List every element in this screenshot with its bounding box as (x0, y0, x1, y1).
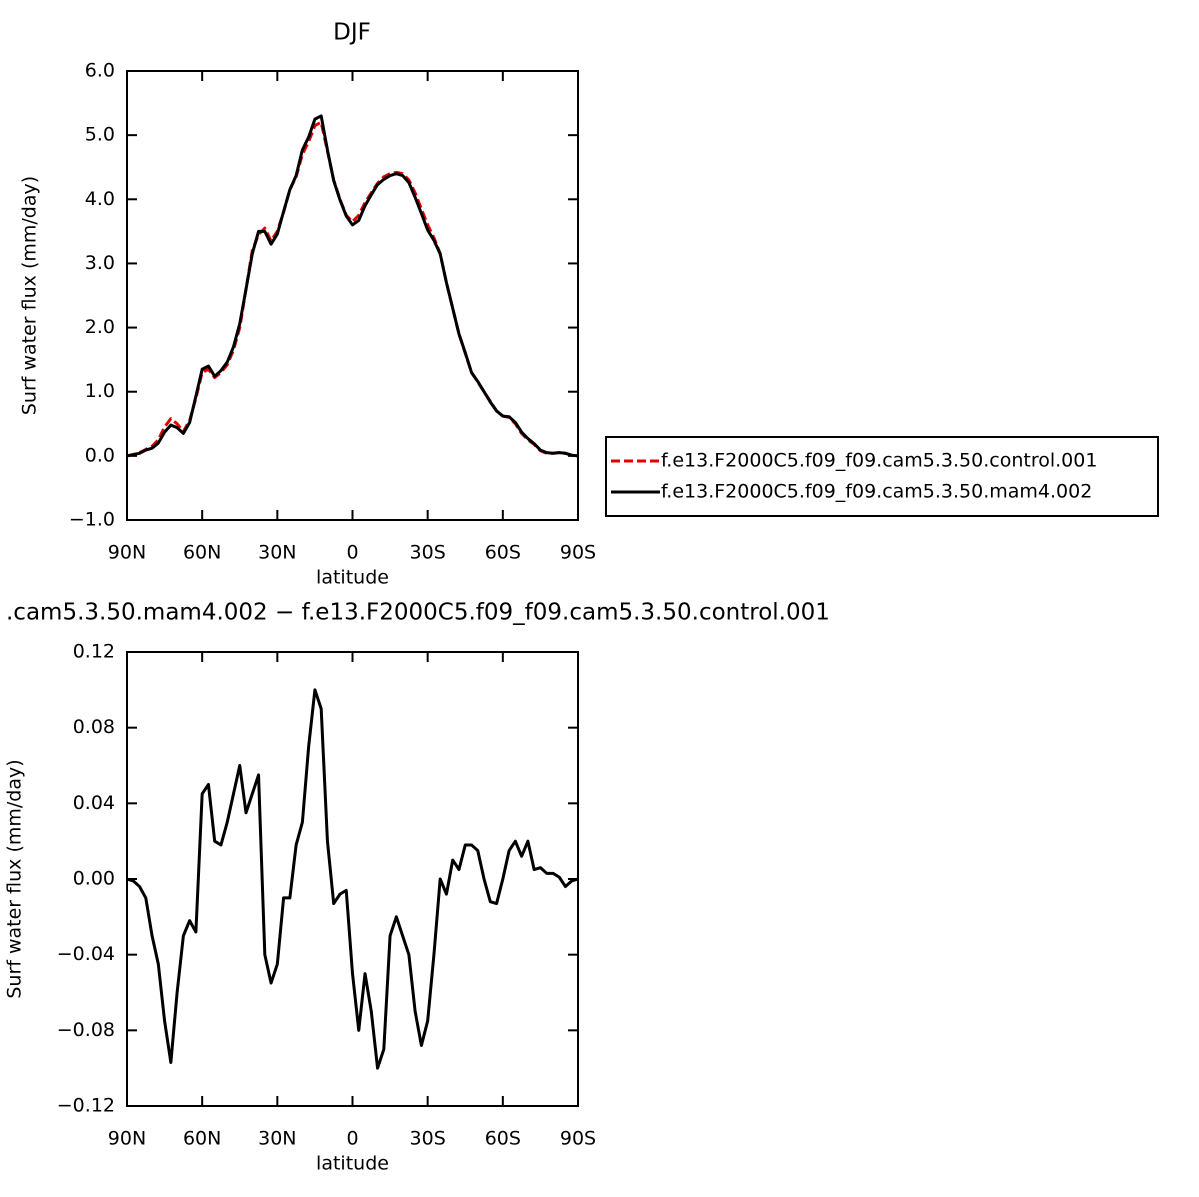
y-tick-label: −0.12 (57, 1095, 115, 1117)
chart-title: DJF (333, 20, 371, 46)
x-tick-label: 90S (560, 1128, 596, 1150)
y-axis-label: Surf water flux (mm/day) (4, 759, 26, 998)
y-tick-label: 0.04 (73, 792, 115, 814)
x-tick-label: 60N (183, 542, 221, 564)
x-tick-label: 60S (485, 1128, 521, 1150)
x-tick-label: 0 (346, 1128, 358, 1150)
y-tick-label: 0.08 (73, 716, 115, 738)
x-axis-label: latitude (316, 1153, 389, 1175)
x-tick-label: 30N (258, 1128, 296, 1150)
x-tick-label: 0 (346, 542, 358, 564)
y-tick-label: 0.00 (73, 868, 115, 890)
y-tick-label: −1.0 (69, 509, 115, 531)
y-tick-label: 2.0 (85, 316, 115, 338)
y-tick-label: −0.04 (57, 943, 115, 965)
plot-frame (126, 651, 579, 1107)
y-tick-label: 0.0 (85, 444, 115, 466)
y-tick-label: 5.0 (85, 124, 115, 146)
x-tick-label: 60N (183, 1128, 221, 1150)
y-tick-label: 6.0 (85, 60, 115, 82)
y-tick-label: 1.0 (85, 380, 115, 402)
legend-label: f.e13.F2000C5.f09_f09.cam5.3.50.control.… (661, 450, 1097, 472)
x-tick-label: 90N (108, 542, 146, 564)
y-tick-label: 3.0 (85, 252, 115, 274)
x-tick-label: 60S (485, 542, 521, 564)
x-tick-label: 30S (410, 542, 446, 564)
legend-box (605, 436, 1159, 517)
data-line (126, 688, 579, 1070)
y-tick-label: 4.0 (85, 188, 115, 210)
y-tick-label: 0.12 (73, 641, 115, 663)
x-tick-label: 30S (410, 1128, 446, 1150)
x-tick-label: 30N (258, 542, 296, 564)
data-line (126, 114, 579, 458)
x-tick-label: 90S (560, 542, 596, 564)
x-axis-label: latitude (316, 567, 389, 589)
chart-title: .cam5.3.50.mam4.002 − f.e13.F2000C5.f09_… (6, 600, 830, 626)
y-axis-label: Surf water flux (mm/day) (19, 176, 41, 415)
y-tick-label: −0.08 (57, 1019, 115, 1041)
x-tick-label: 90N (108, 1128, 146, 1150)
plot-frame (126, 70, 579, 521)
legend-label: f.e13.F2000C5.f09_f09.cam5.3.50.mam4.002 (661, 481, 1092, 503)
